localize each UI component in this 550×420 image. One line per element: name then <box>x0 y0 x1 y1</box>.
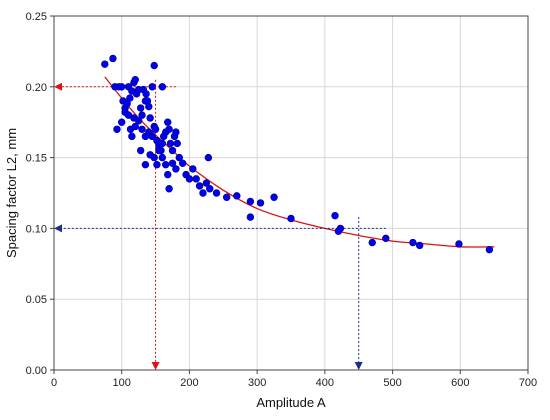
data-point <box>166 139 175 148</box>
data-point <box>175 153 183 162</box>
y-tick-label: 0.05 <box>26 294 47 306</box>
data-point <box>415 241 424 250</box>
data-point <box>131 122 139 131</box>
data-point <box>246 213 255 221</box>
data-point <box>189 165 197 173</box>
y-axis-title: Spacing factor L2, mm <box>4 128 19 258</box>
x-tick-label: 200 <box>180 377 198 389</box>
data-point <box>336 224 345 233</box>
x-tick-label: 300 <box>248 377 266 389</box>
x-tick-label: 600 <box>451 377 469 389</box>
data-point <box>206 185 214 193</box>
data-point <box>164 118 172 126</box>
plot-frame <box>53 15 529 371</box>
data-point <box>136 104 145 112</box>
data-point <box>168 159 177 167</box>
data-point <box>212 189 221 197</box>
y-tick-label: 0.25 <box>26 11 47 23</box>
y-tick-label: 0.00 <box>26 365 47 377</box>
data-point <box>331 211 339 220</box>
guide-lines <box>54 79 386 370</box>
x-tick-label: 400 <box>316 377 334 389</box>
data-point <box>158 139 167 148</box>
data-point <box>150 61 158 70</box>
grid <box>54 16 528 370</box>
fit-curve <box>104 76 495 248</box>
data-point <box>246 197 255 206</box>
y-axis-ticks: 0.00 0.05 0.10 0.15 0.20 0.25 <box>26 11 54 377</box>
data-point <box>101 60 109 68</box>
data-point <box>146 114 154 122</box>
y-tick-label: 0.10 <box>26 223 47 235</box>
x-tick-label: 0 <box>51 377 57 389</box>
data-point <box>178 159 187 167</box>
data-point <box>192 175 200 183</box>
data-point <box>165 185 173 193</box>
x-tick-label: 700 <box>519 377 537 389</box>
data-point <box>382 234 390 243</box>
data-point <box>202 179 211 187</box>
data-point <box>148 132 156 141</box>
data-point <box>233 192 241 200</box>
data-point <box>164 170 172 179</box>
data-point <box>256 199 265 207</box>
data-point <box>199 189 207 197</box>
data-point <box>150 153 158 162</box>
data-point <box>151 125 160 133</box>
data-point <box>136 146 145 155</box>
x-tick-label: 500 <box>383 377 401 389</box>
data-point <box>185 175 194 183</box>
data-point <box>287 214 295 223</box>
x-axis-title: Amplitude A <box>256 395 326 410</box>
data-point <box>222 193 231 201</box>
x-tick-label: 100 <box>113 377 131 389</box>
data-point <box>485 245 494 254</box>
data-point <box>270 193 278 201</box>
data-point <box>172 128 180 136</box>
data-point <box>118 118 126 126</box>
data-point <box>128 132 136 141</box>
data-point <box>409 238 417 247</box>
data-point <box>109 54 117 63</box>
y-tick-label: 0.15 <box>26 153 47 165</box>
data-point <box>126 94 134 102</box>
data-point <box>158 83 167 91</box>
data-point <box>142 90 150 98</box>
data-point <box>138 111 146 119</box>
data-point <box>138 125 146 133</box>
data-point <box>113 125 121 133</box>
data-point <box>173 139 181 148</box>
data-point <box>172 165 180 173</box>
data-point <box>148 83 156 91</box>
data-point <box>162 160 170 169</box>
data-point <box>145 102 153 111</box>
data-point <box>368 238 376 247</box>
x-axis-ticks: 0 100 200 300 400 500 600 700 <box>51 370 537 389</box>
data-point <box>165 125 173 133</box>
data-point <box>141 160 150 169</box>
scatter-points <box>101 54 494 254</box>
data-point <box>153 160 161 169</box>
data-point <box>131 76 139 84</box>
data-point <box>455 240 463 248</box>
data-point <box>204 153 213 162</box>
fit-curve-line <box>104 76 495 248</box>
data-point <box>195 182 204 190</box>
data-point <box>168 146 177 155</box>
data-point <box>118 83 126 91</box>
data-point <box>158 153 167 162</box>
data-point <box>134 117 143 125</box>
y-tick-label: 0.20 <box>26 82 47 94</box>
data-point <box>155 146 163 155</box>
